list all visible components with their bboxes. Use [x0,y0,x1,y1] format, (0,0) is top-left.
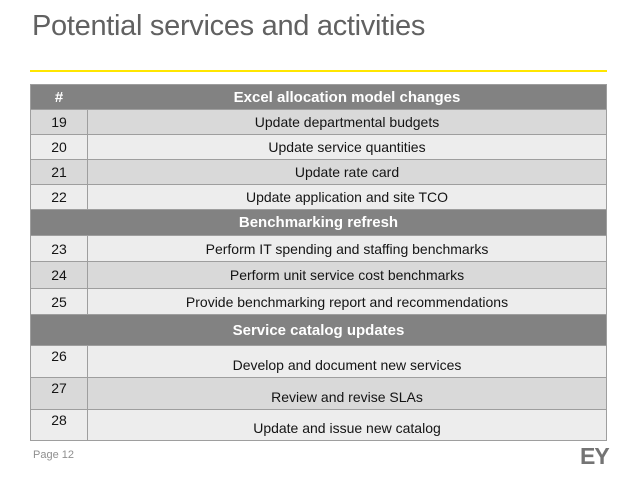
row-activity: Update application and site TCO [245,189,449,205]
row-number: 23 [31,236,88,261]
row-number: 26 [31,346,88,377]
section-header-excel-allocation: Excel allocation model changes [233,88,461,106]
row-activity: Perform IT spending and staffing benchma… [205,240,489,257]
row-activity: Update rate card [294,164,400,180]
row-number: 27 [31,378,88,409]
row-number: 19 [31,110,88,134]
row-number: 22 [31,185,88,209]
row-activity: Perform unit service cost benchmarks [229,267,465,283]
row-number: 21 [31,160,88,184]
table-row: 24 Perform unit service cost benchmarks [31,261,606,288]
row-activity: Update service quantities [268,139,426,155]
table-row: 19 Update departmental budgets [31,109,606,134]
row-activity: Review and revise SLAs [271,389,423,405]
row-activity: Update departmental budgets [254,114,440,130]
row-number: 20 [31,135,88,159]
table-row: 23 Perform IT spending and staffing benc… [31,235,606,261]
table-row: 26 Develop and document new services [31,345,606,377]
row-activity: Provide benchmarking report and recommen… [185,293,509,310]
page-number: Page 12 [33,449,74,461]
table-row: 25 Provide benchmarking report and recom… [31,288,606,314]
table-row: 21 Update rate card [31,159,606,184]
title-underline [30,70,607,72]
table-row: 27 Review and revise SLAs [31,377,606,409]
table-row: 20 Update service quantities [31,134,606,159]
services-table: # Excel allocation model changes 19 Upda… [30,84,607,441]
table-header-row: # Excel allocation model changes [31,85,606,109]
section-header-service-catalog: Service catalog updates [31,314,606,345]
row-number: 28 [31,410,88,440]
row-number: 25 [31,289,88,314]
page-title: Potential services and activities [32,10,426,42]
table-row: 22 Update application and site TCO [31,184,606,209]
row-number: 24 [31,262,88,288]
row-activity: Update and issue new catalog [253,420,441,436]
number-column-header: # [54,88,64,106]
ey-logo: EY [580,443,610,469]
table-row: 28 Update and issue new catalog [31,409,606,440]
row-activity: Develop and document new services [232,357,462,373]
section-header-benchmarking-refresh: Benchmarking refresh [31,209,606,235]
